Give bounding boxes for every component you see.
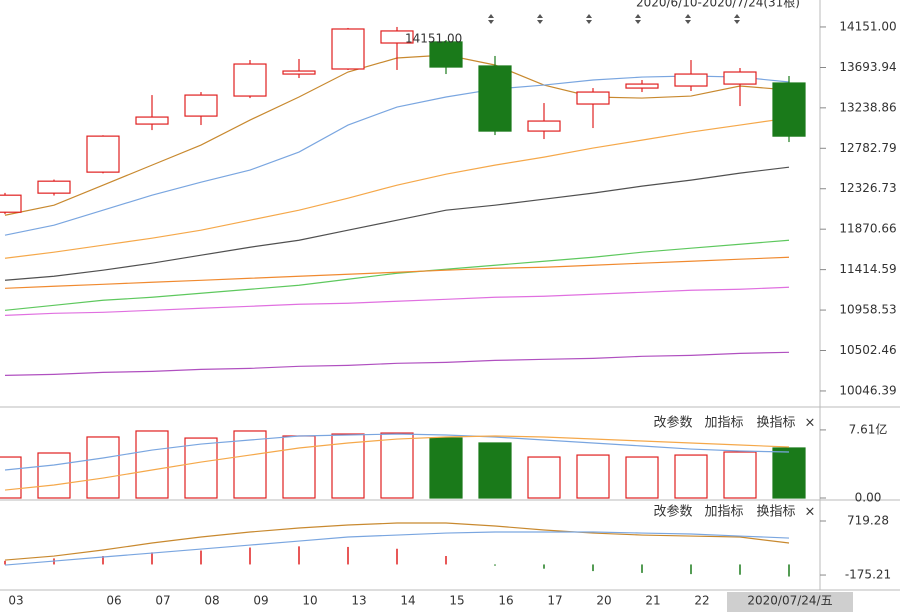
x-tick-label: 22 bbox=[694, 594, 709, 608]
volume-bar bbox=[478, 442, 512, 499]
x-tick-label: 20 bbox=[596, 594, 611, 608]
candle-body bbox=[135, 116, 169, 125]
x-tick-label: 03 bbox=[8, 594, 23, 608]
indicator-line bbox=[4, 531, 790, 566]
candle-body bbox=[282, 70, 316, 75]
candle-body bbox=[527, 120, 561, 132]
indicator-line bbox=[4, 256, 790, 289]
indicator-line bbox=[4, 166, 790, 281]
volume-bar bbox=[380, 432, 414, 499]
y-tick-label: 0.00 bbox=[855, 491, 882, 505]
volume-bar bbox=[527, 456, 561, 499]
indicator-line bbox=[4, 433, 790, 471]
x-tick-label: 07 bbox=[155, 594, 170, 608]
date-box bbox=[727, 592, 853, 612]
indicator-line bbox=[4, 435, 790, 491]
y-tick-label: 11870.66 bbox=[839, 222, 896, 236]
volume-bar bbox=[576, 454, 610, 499]
x-tick-label: 21 bbox=[645, 594, 660, 608]
indicator-line bbox=[4, 117, 790, 259]
candle-body bbox=[233, 63, 267, 97]
candle-body bbox=[429, 41, 463, 68]
panel-control[interactable]: 换指标 bbox=[756, 505, 795, 520]
y-tick-label: 12326.73 bbox=[839, 181, 896, 195]
candle-body bbox=[723, 71, 757, 85]
candle-body bbox=[86, 135, 120, 173]
y-tick-label: 14151.00 bbox=[839, 19, 896, 33]
candle-body bbox=[625, 83, 659, 89]
x-tick-label: 06 bbox=[106, 594, 121, 608]
signal-markers bbox=[488, 14, 740, 24]
y-tick-label: 10046.39 bbox=[839, 383, 896, 397]
candle-body bbox=[331, 28, 365, 70]
panel-control[interactable]: × bbox=[805, 416, 816, 431]
candle-body bbox=[184, 94, 218, 117]
panel-control[interactable]: 加指标 bbox=[704, 416, 743, 431]
volume-bar bbox=[674, 454, 708, 499]
x-tick-label: 17 bbox=[547, 594, 562, 608]
y-tick-label: 12782.79 bbox=[839, 141, 896, 155]
volume-bar bbox=[86, 436, 120, 499]
panel-control[interactable]: 加指标 bbox=[704, 505, 743, 520]
x-tick-label: 08 bbox=[204, 594, 219, 608]
indicator-line bbox=[4, 239, 790, 311]
candle-body bbox=[772, 82, 806, 137]
candle-body bbox=[674, 73, 708, 87]
volume-bar bbox=[429, 437, 463, 499]
x-tick-label: 09 bbox=[253, 594, 268, 608]
volume-bar bbox=[331, 433, 365, 499]
indicator-line bbox=[4, 75, 790, 236]
panel-control[interactable]: 改参数 bbox=[653, 504, 692, 520]
candle-body bbox=[37, 180, 71, 194]
indicator-line bbox=[4, 286, 790, 316]
range-title: 2020/6/10-2020/7/24(31根) bbox=[636, 0, 800, 10]
panel-control[interactable]: × bbox=[805, 505, 816, 520]
volume-bar bbox=[184, 437, 218, 499]
volume-bar bbox=[37, 452, 71, 499]
indicator-line bbox=[4, 351, 790, 376]
y-tick-label: 13238.86 bbox=[839, 100, 896, 114]
y-tick-label: 10502.46 bbox=[839, 343, 896, 357]
candle-body bbox=[0, 194, 22, 213]
x-tick-label: 14 bbox=[400, 594, 415, 608]
volume-bar bbox=[0, 456, 22, 499]
y-tick-label: -175.21 bbox=[845, 568, 891, 582]
y-tick-label: 7.61亿 bbox=[849, 421, 888, 436]
volume-bar bbox=[233, 430, 267, 499]
volume-bar bbox=[772, 447, 806, 499]
volume-bar bbox=[723, 451, 757, 499]
y-tick-label: 11414.59 bbox=[839, 262, 896, 276]
candle-body bbox=[478, 65, 512, 132]
panel-control[interactable]: 改参数 bbox=[653, 415, 692, 431]
y-tick-label: 719.28 bbox=[847, 514, 889, 528]
x-tick-label: 10 bbox=[302, 594, 317, 608]
volume-bar bbox=[625, 456, 659, 499]
y-tick-label: 10958.53 bbox=[839, 303, 896, 317]
x-tick-label: 15 bbox=[449, 594, 464, 608]
high-annotation: 14151.00 bbox=[405, 31, 462, 45]
x-tick-label: 13 bbox=[351, 594, 366, 608]
panel-control[interactable]: 换指标 bbox=[756, 416, 795, 431]
volume-bar bbox=[135, 430, 169, 499]
candle-body bbox=[380, 30, 414, 44]
volume-bar bbox=[282, 435, 316, 499]
x-tick-label: 16 bbox=[498, 594, 513, 608]
indicator-line bbox=[4, 522, 790, 561]
x-tick-label: 2020/07/24/五 bbox=[747, 594, 832, 608]
y-tick-label: 13693.94 bbox=[839, 60, 896, 74]
candle-body bbox=[576, 91, 610, 105]
